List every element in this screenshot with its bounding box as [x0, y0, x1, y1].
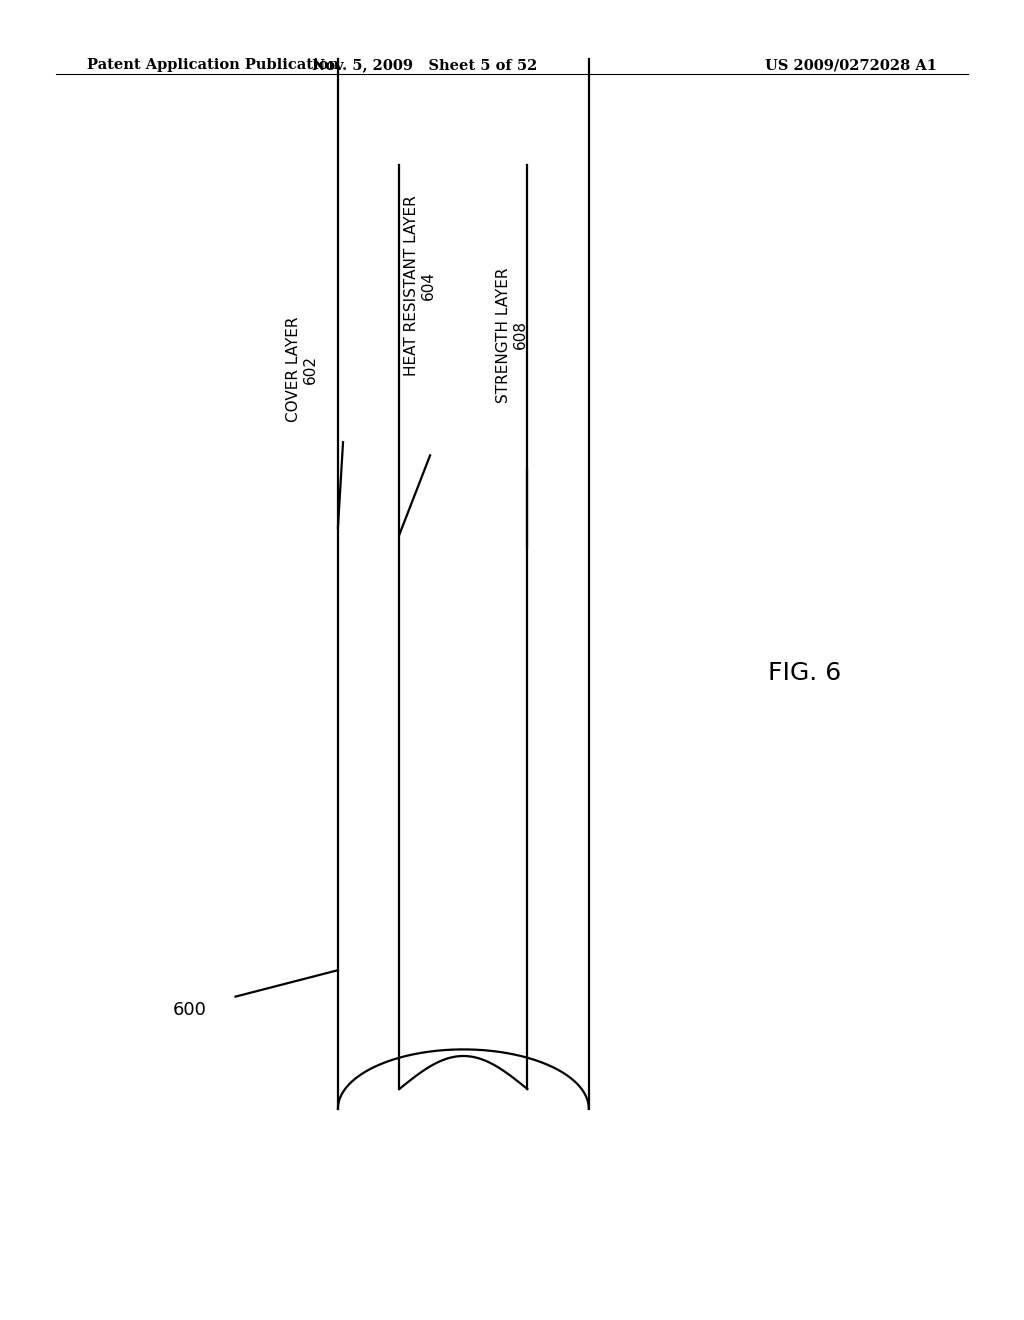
Text: FIG. 6: FIG. 6 [768, 661, 842, 685]
Text: Patent Application Publication: Patent Application Publication [87, 58, 339, 73]
Text: HEAT RESISTANT LAYER
604: HEAT RESISTANT LAYER 604 [403, 195, 436, 376]
Text: 600: 600 [172, 1001, 207, 1019]
Text: US 2009/0272028 A1: US 2009/0272028 A1 [765, 58, 937, 73]
Text: COVER LAYER
602: COVER LAYER 602 [286, 317, 318, 422]
Text: STRENGTH LAYER
608: STRENGTH LAYER 608 [496, 267, 528, 403]
Text: Nov. 5, 2009   Sheet 5 of 52: Nov. 5, 2009 Sheet 5 of 52 [312, 58, 538, 73]
